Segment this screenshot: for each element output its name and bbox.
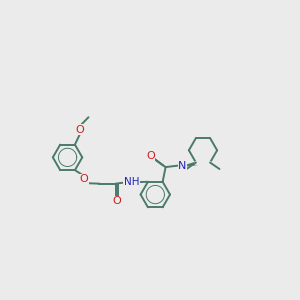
Text: O: O <box>146 151 155 161</box>
Text: O: O <box>112 196 121 206</box>
Text: O: O <box>80 174 88 184</box>
Text: NH: NH <box>124 177 140 187</box>
Text: N: N <box>178 160 187 171</box>
Text: O: O <box>76 124 85 135</box>
